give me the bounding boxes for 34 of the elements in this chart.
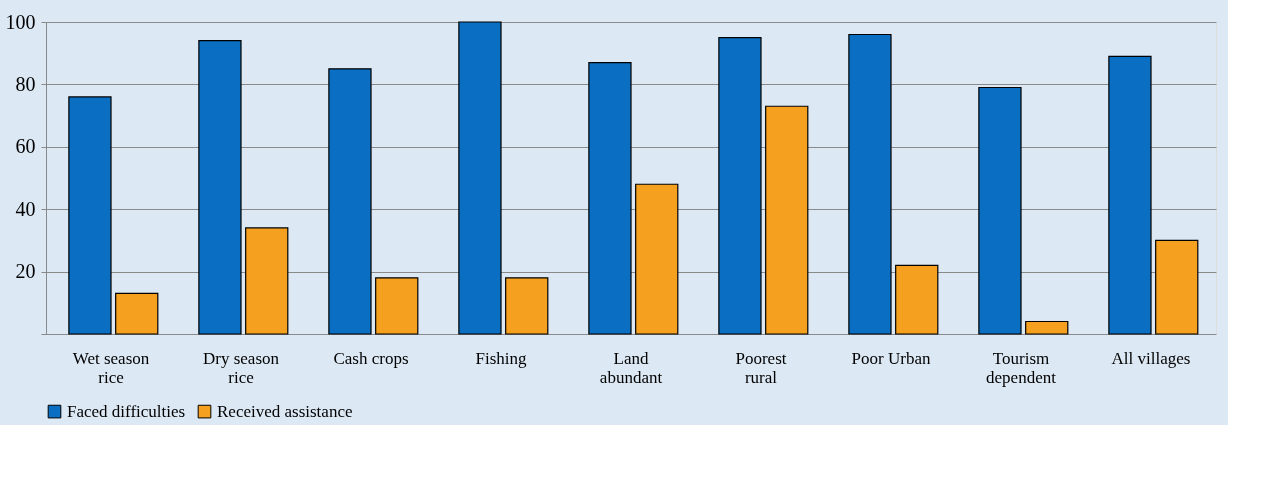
x-tick-label: Poor Urban: [851, 348, 931, 368]
bar: [635, 183, 679, 335]
x-tick-label: Dry season rice: [202, 348, 280, 387]
bar: [68, 96, 112, 335]
bar: [765, 105, 809, 335]
bar: [1108, 55, 1152, 335]
y-tick-label: 100: [5, 10, 36, 33]
bar: [978, 86, 1022, 335]
legend-label: Received assistance: [217, 401, 353, 421]
x-tick-label: All villages: [1111, 348, 1191, 368]
bar: [245, 227, 289, 335]
x-tick-label: Wet season rice: [72, 348, 150, 387]
bar: [588, 61, 632, 335]
x-tick-label: Poorest rural: [735, 348, 787, 387]
x-tick-label: Fishing: [475, 348, 527, 368]
bar: [375, 277, 419, 335]
y-tick-label: 60: [15, 135, 36, 158]
bar: [895, 264, 939, 335]
y-tick-label: 40: [15, 197, 36, 220]
bar: [1155, 239, 1199, 335]
bar: [718, 37, 762, 335]
bar: [328, 68, 372, 335]
x-tick-label: Cash crops: [333, 348, 409, 368]
bar: [848, 33, 892, 335]
bar: [505, 277, 549, 335]
bar: [198, 40, 242, 335]
legend-label: Faced difficulties: [67, 401, 186, 421]
y-tick-label: 80: [15, 72, 36, 95]
bar: [458, 21, 502, 335]
y-tick-label: 20: [15, 260, 36, 283]
bar: [115, 292, 159, 335]
x-tick-label: Tourism dependent: [986, 348, 1057, 387]
x-tick-label: Land abundant: [599, 348, 663, 387]
bar: [1025, 320, 1069, 335]
